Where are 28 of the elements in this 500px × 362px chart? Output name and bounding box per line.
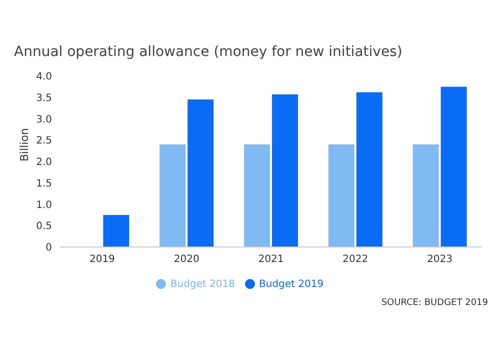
x-tick-label: 2023 bbox=[427, 254, 453, 266]
y-tick-label: 2.5 bbox=[36, 136, 52, 147]
y-axis-title: Billion bbox=[18, 128, 31, 162]
y-tick-label: 0 bbox=[46, 242, 52, 254]
y-tick-label: 0.5 bbox=[36, 221, 52, 232]
bar bbox=[244, 144, 270, 247]
source-note: SOURCE: BUDGET 2019 bbox=[380, 298, 488, 308]
bar bbox=[160, 144, 186, 247]
x-tick-label: 2020 bbox=[174, 254, 200, 266]
bar bbox=[272, 94, 298, 247]
y-tick-label: 3.5 bbox=[36, 92, 52, 104]
y-tick-label: 4.0 bbox=[36, 72, 52, 83]
legend-label: Budget 2019 bbox=[259, 279, 324, 290]
y-tick-label: 3.0 bbox=[36, 114, 52, 126]
bar bbox=[103, 214, 130, 247]
x-tick-label: 2019 bbox=[89, 254, 115, 266]
bar bbox=[440, 86, 467, 247]
bar bbox=[412, 144, 439, 247]
bar bbox=[188, 100, 214, 247]
x-tick-label: 2021 bbox=[258, 254, 284, 266]
legend-label: Budget 2018 bbox=[170, 279, 235, 290]
y-tick-label: 2.0 bbox=[36, 157, 52, 168]
y-tick-label: 1.0 bbox=[36, 200, 52, 211]
bar bbox=[356, 92, 382, 247]
bar bbox=[328, 144, 354, 247]
y-tick-label: 1.5 bbox=[36, 178, 52, 190]
chart-title: Annual operating allowance (money for new initiatives) bbox=[14, 44, 404, 60]
x-tick-label: 2022 bbox=[342, 254, 368, 266]
